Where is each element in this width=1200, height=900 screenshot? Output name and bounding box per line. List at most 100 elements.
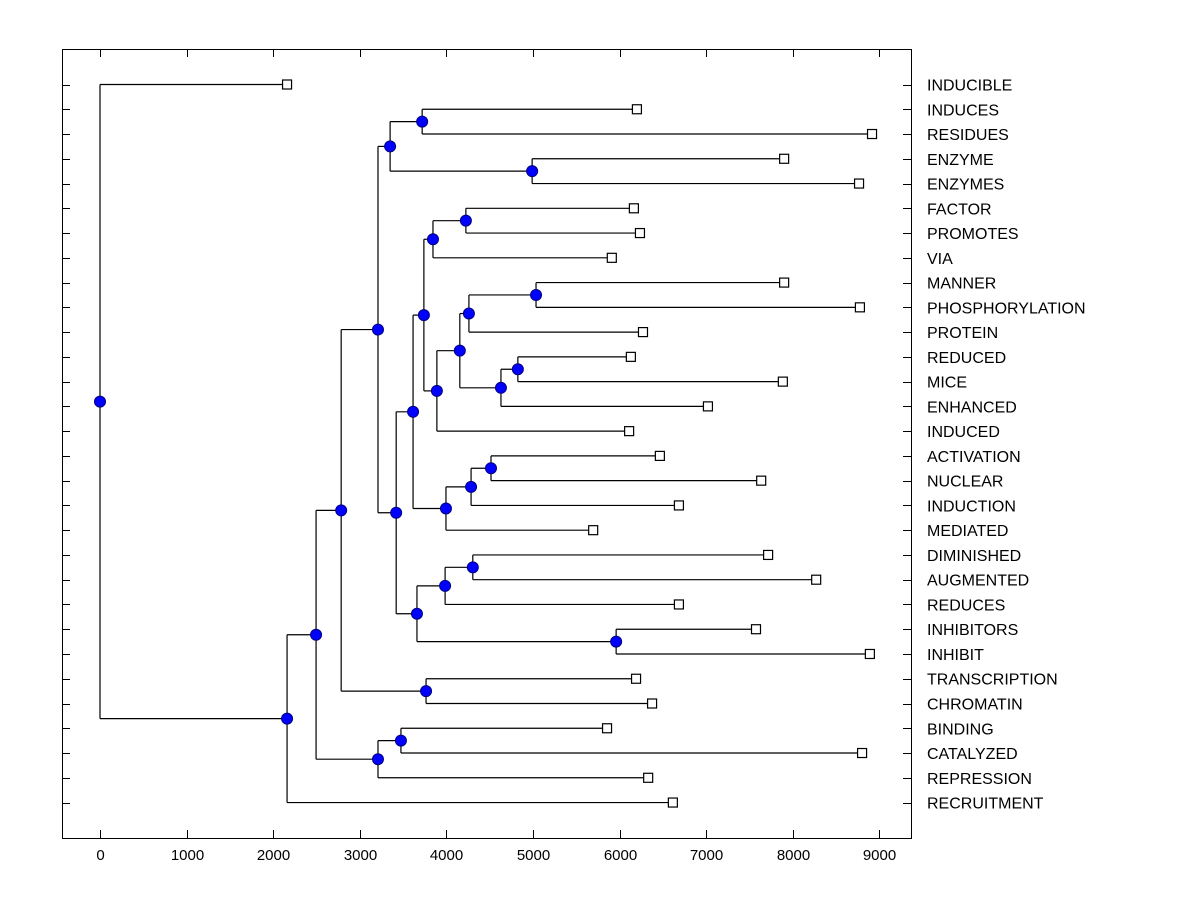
leaf-marker <box>777 376 788 387</box>
leaf-label: ENZYMES <box>927 177 1004 194</box>
leaf-label: REDUCES <box>927 597 1005 614</box>
leaf-marker <box>856 747 868 759</box>
x-tick-label: 8000 <box>777 847 810 864</box>
leaf-marker <box>601 723 613 734</box>
leaf-label: INDUCIBLE <box>927 78 1012 95</box>
leaf-label: MEDIATED <box>927 523 1008 540</box>
cluster-node <box>465 480 478 493</box>
x-tick-label: 4000 <box>430 847 463 864</box>
leaf-label: RESIDUES <box>927 127 1009 144</box>
cluster-node <box>530 288 543 301</box>
leaf-marker <box>667 797 678 808</box>
leaf-labels: INDUCIBLE INDUCES RESIDUES ENZYME ENZYMES FAC… <box>927 78 1086 813</box>
cluster-node <box>466 561 479 574</box>
leaf-label: TRANSCRIPTION <box>927 672 1058 689</box>
cluster-node <box>610 635 623 648</box>
leaf-label: ACTIVATION <box>927 449 1021 466</box>
leaf-label: INHIBIT <box>927 647 984 664</box>
axis-ticks <box>62 49 911 838</box>
cluster-node <box>511 363 524 376</box>
node-markers <box>94 115 623 766</box>
leaf-marker <box>628 203 639 214</box>
leaf-label: INHIBITORS <box>927 622 1018 639</box>
cluster-node <box>310 628 323 641</box>
cluster-node <box>439 579 452 592</box>
leaf-label: DIMINISHED <box>927 548 1021 565</box>
leaf-marker <box>606 252 617 263</box>
cluster-node <box>430 384 443 397</box>
leaf-marker <box>866 128 878 140</box>
cluster-node <box>390 506 403 519</box>
cluster-node <box>281 712 294 725</box>
leaf-marker <box>643 772 654 783</box>
x-tick-label: 5000 <box>517 847 550 864</box>
leaf-label: ENZYME <box>927 152 994 169</box>
cluster-node <box>371 323 384 336</box>
leaf-label: CATALYZED <box>927 746 1018 763</box>
leaf-label: PROMOTES <box>927 226 1019 243</box>
leaf-marker <box>673 500 685 511</box>
cluster-node <box>494 381 507 394</box>
leaf-label: BINDING <box>927 721 994 738</box>
leaf-marker <box>853 178 865 189</box>
leaf-marker <box>654 450 665 461</box>
leaf-marker <box>646 698 658 709</box>
tree-links <box>99 83 873 804</box>
plot-frame <box>62 49 912 839</box>
leaf-marker <box>630 673 642 684</box>
leaf-markers <box>281 79 878 808</box>
x-tick-label: 7000 <box>690 847 723 864</box>
leaf-marker <box>634 227 646 239</box>
cluster-node <box>439 502 452 515</box>
x-tick-label: 2000 <box>257 847 290 864</box>
leaf-label: NUCLEAR <box>927 474 1003 491</box>
leaf-label: MANNER <box>927 276 996 293</box>
leaf-label: INDUCTION <box>927 498 1016 515</box>
x-tick-label: 6000 <box>604 847 637 864</box>
x-tick-labels: 0 1000 2000 3000 4000 5000 6000 7000 8000 9000 <box>96 847 896 864</box>
leaf-label: INDUCED <box>927 424 1000 441</box>
x-tick-label: 9000 <box>863 847 896 864</box>
leaf-label: MICE <box>927 375 967 392</box>
x-tick-label: 1000 <box>171 847 204 864</box>
leaf-label: INDUCES <box>927 102 999 119</box>
cluster-node <box>484 462 497 475</box>
leaf-label: VIA <box>927 251 953 268</box>
cluster-node <box>416 115 429 128</box>
leaf-marker <box>750 624 762 635</box>
cluster-node <box>335 504 348 517</box>
leaf-label: RECRUITMENT <box>927 796 1044 813</box>
leaf-label: REPRESSION <box>927 771 1032 788</box>
cluster-node <box>407 405 420 418</box>
cluster-node <box>384 140 397 153</box>
cluster-node <box>394 734 407 747</box>
x-tick-label: 3000 <box>344 847 377 864</box>
leaf-label: ENHANCED <box>927 399 1017 416</box>
leaf-marker <box>625 351 636 362</box>
leaf-marker <box>854 302 866 313</box>
leaf-label: AUGMENTED <box>927 573 1029 590</box>
leaf-marker <box>779 153 790 164</box>
cluster-node <box>420 685 433 698</box>
leaf-label: PROTEIN <box>927 325 998 342</box>
leaf-marker <box>624 426 635 437</box>
leaf-marker <box>673 599 685 610</box>
leaf-marker <box>637 327 649 338</box>
cluster-node <box>371 753 384 766</box>
cluster-node <box>417 309 430 322</box>
leaf-label: CHROMATIN <box>927 697 1023 714</box>
leaf-marker <box>779 277 790 288</box>
leaf-marker <box>702 401 714 412</box>
cluster-node <box>462 307 475 320</box>
leaf-marker <box>864 648 875 660</box>
cluster-node <box>459 214 472 227</box>
leaf-marker <box>588 525 599 536</box>
cluster-node <box>426 233 439 246</box>
cluster-node <box>453 344 466 357</box>
leaf-marker <box>756 475 767 486</box>
leaf-label: FACTOR <box>927 201 992 218</box>
cluster-node <box>526 165 539 178</box>
cluster-node <box>410 607 423 620</box>
leaf-label: REDUCED <box>927 350 1006 367</box>
